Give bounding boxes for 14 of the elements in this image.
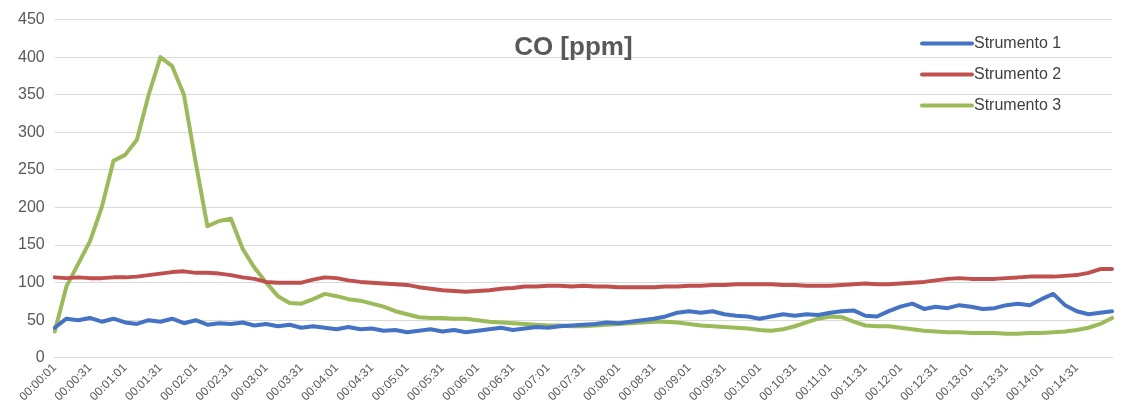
y-tick-label: 50: [26, 310, 45, 328]
y-tick-label: 200: [17, 197, 45, 215]
y-tick-label: 300: [17, 122, 45, 140]
y-tick-label: 0: [35, 348, 45, 366]
y-tick-label: 100: [17, 273, 45, 291]
y-tick-label: 250: [17, 160, 45, 178]
legend-label: Strumento 2: [974, 65, 1062, 83]
text: CO [ppm]: [514, 30, 633, 61]
legend-label: Strumento 1: [974, 34, 1062, 52]
legend-label: Strumento 3: [974, 96, 1062, 114]
y-tick-label: 350: [17, 85, 45, 103]
y-tick-label: 400: [17, 47, 45, 65]
y-tick-label: 450: [17, 10, 45, 28]
y-tick-label: 150: [17, 235, 45, 253]
